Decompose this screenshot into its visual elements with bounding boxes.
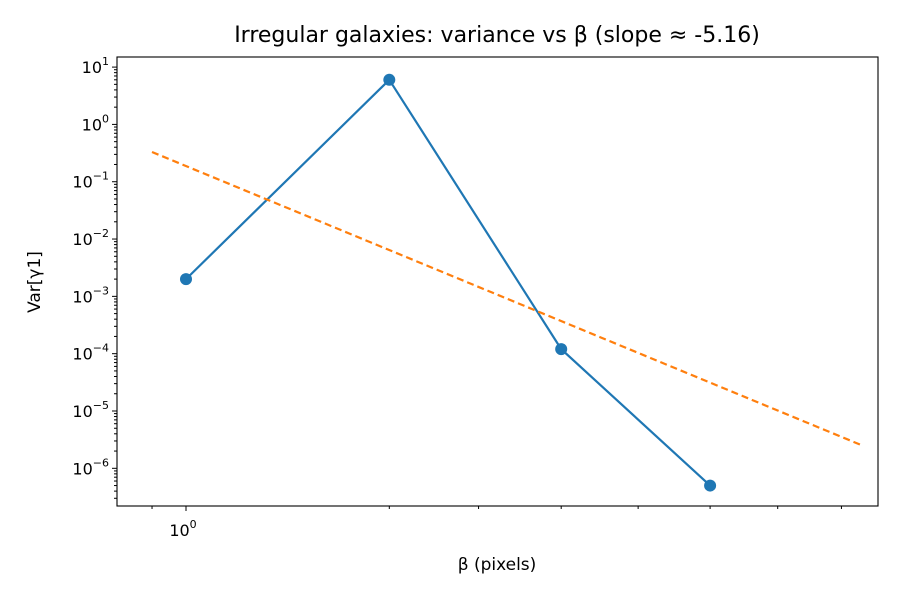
data-point — [704, 479, 717, 492]
y-tick-label: 10−1 — [72, 170, 109, 192]
y-tick-label: 10−2 — [72, 227, 109, 249]
plot-area: 101 100 10−1 10−2 10−3 10−4 10−5 10−6 100 — [72, 55, 879, 540]
x-tick-label: 100 — [169, 518, 196, 540]
series-measured-line — [185, 78, 711, 487]
y-tick-label: 101 — [82, 55, 109, 77]
y-tick-label: 100 — [82, 112, 109, 134]
data-point — [383, 73, 396, 86]
axes-frame — [116, 56, 879, 507]
chart-title: Irregular galaxies: variance vs β (slope… — [234, 23, 760, 48]
series-fit-line — [151, 150, 861, 446]
y-tick-label: 10−5 — [72, 399, 109, 421]
data-point — [179, 273, 192, 286]
y-tick-label: 10−4 — [72, 342, 109, 364]
data-point — [555, 343, 568, 356]
y-tick-label: 10−3 — [72, 284, 109, 306]
y-tick-label: 10−6 — [72, 456, 109, 478]
y-axis-label: Var[γ1] — [25, 251, 45, 313]
x-axis-label: β (pixels) — [458, 555, 537, 575]
